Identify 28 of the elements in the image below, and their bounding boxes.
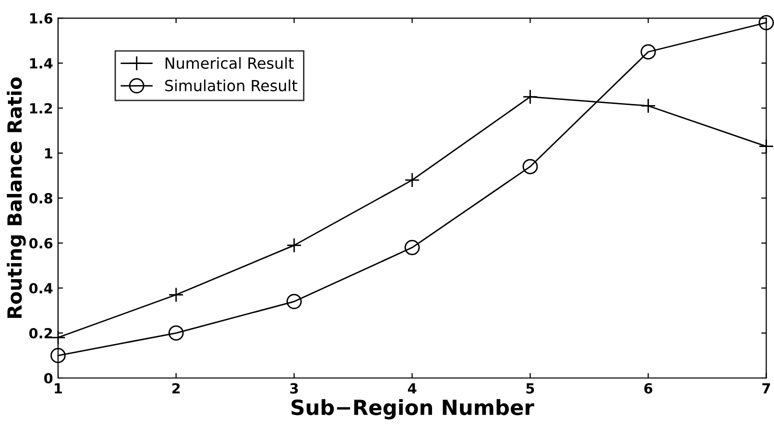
point — [286, 294, 302, 310]
x-tick-label: 6 — [644, 383, 652, 394]
x-tick-label: 4 — [408, 383, 416, 394]
y-tick-label: 1.4 — [30, 58, 53, 68]
point — [168, 325, 184, 341]
y-tick-label: 1.2 — [30, 103, 52, 114]
y-tick-label: 1 — [45, 148, 52, 158]
y-tick-label: 0.2 — [29, 328, 52, 338]
x-tick-label: 5 — [526, 383, 534, 394]
point — [522, 158, 538, 174]
x-axis-title: Sub−Region Number — [292, 399, 534, 420]
y-tick-label: 1.6 — [30, 13, 52, 24]
legend-label: Simulation Result — [165, 80, 298, 92]
legend-label: Numerical Result — [166, 57, 294, 69]
x-tick-label: 1 — [54, 383, 62, 394]
y-tick-label: 0.8 — [29, 193, 52, 204]
point — [404, 240, 420, 256]
point — [404, 172, 420, 188]
y-tick-label: 0.4 — [29, 283, 53, 294]
y-tick-label: 0.6 — [29, 238, 52, 249]
point — [50, 348, 66, 364]
point — [640, 44, 656, 60]
y-axis-title: Routing Balance Ratio — [6, 77, 26, 318]
x-tick-label: 7 — [762, 383, 770, 394]
x-tick-label: 3 — [290, 383, 298, 394]
point — [758, 15, 774, 30]
y-tick-label: 0 — [44, 372, 53, 384]
x-tick-label: 2 — [172, 383, 180, 394]
